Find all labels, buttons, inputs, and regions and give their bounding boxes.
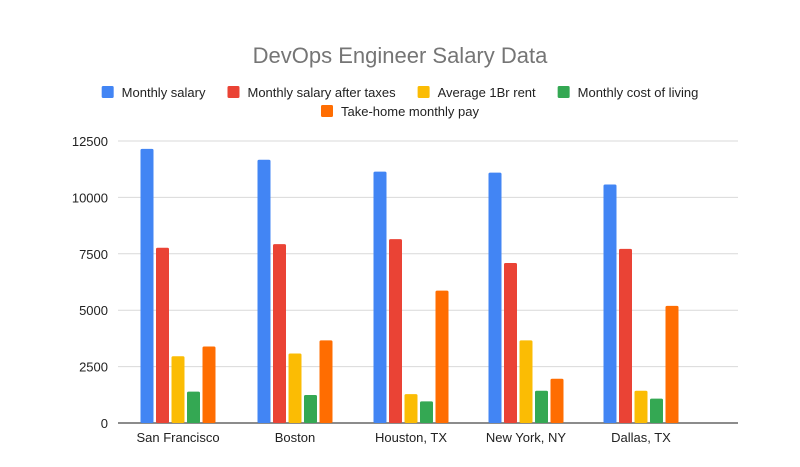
legend-item[interactable]: Take-home monthly pay [320, 104, 480, 119]
bar[interactable] [634, 390, 648, 423]
bar[interactable] [435, 290, 449, 423]
y-tick-label: 10000 [72, 190, 108, 205]
bar[interactable] [140, 148, 154, 423]
x-category-label: San Francisco [136, 430, 219, 445]
bar[interactable] [619, 248, 632, 423]
axis-labels: 0 2500 5000 7500 10000 12500 San Francisco Bost… [72, 134, 671, 445]
x-category-label: Houston, TX [375, 430, 447, 445]
legend-swatch [320, 105, 333, 117]
bar[interactable] [519, 340, 533, 423]
legend: Monthly salary Monthly salary after taxes… [101, 85, 699, 119]
legend-item[interactable]: Monthly salary after taxes [227, 85, 396, 100]
legend-label: Monthly salary after taxes [247, 85, 396, 100]
y-tick-label: 12500 [72, 134, 108, 149]
bar[interactable] [420, 401, 433, 423]
legend-swatch [417, 86, 430, 98]
bar[interactable] [488, 172, 502, 423]
bar[interactable] [319, 340, 333, 423]
x-category-label: New York, NY [486, 430, 567, 445]
gridlines [118, 140, 738, 424]
y-tick-label: 7500 [79, 247, 108, 262]
bar[interactable] [650, 398, 663, 423]
legend-swatch [557, 86, 570, 98]
legend-swatch [227, 86, 240, 98]
legend-item[interactable]: Monthly salary [101, 85, 206, 100]
bar[interactable] [257, 159, 271, 423]
x-category-label: Dallas, TX [611, 430, 671, 445]
x-category-label: Boston [275, 430, 315, 445]
bar[interactable] [171, 356, 185, 423]
bar[interactable] [304, 395, 317, 423]
legend-item[interactable]: Monthly cost of living [557, 85, 699, 100]
chart-title: DevOps Engineer Salary Data [253, 43, 548, 68]
bar[interactable] [504, 263, 517, 423]
bar[interactable] [156, 247, 169, 423]
bar[interactable] [550, 378, 564, 423]
bar[interactable] [187, 391, 200, 423]
y-tick-label: 5000 [79, 303, 108, 318]
y-tick-label: 2500 [79, 360, 108, 375]
legend-label: Take-home monthly pay [341, 104, 480, 119]
bar[interactable] [603, 184, 617, 423]
legend-label: Average 1Br rent [438, 85, 536, 100]
legend-label: Monthly cost of living [578, 85, 699, 100]
bar[interactable] [535, 390, 548, 423]
legend-swatch [101, 86, 114, 98]
bar[interactable] [288, 353, 302, 423]
bar[interactable] [665, 305, 679, 423]
bar[interactable] [202, 346, 216, 423]
bar[interactable] [404, 394, 418, 423]
bar[interactable] [273, 244, 286, 423]
y-tick-label: 0 [101, 416, 108, 431]
bar[interactable] [373, 171, 387, 423]
legend-label: Monthly salary [122, 85, 206, 100]
legend-item[interactable]: Average 1Br rent [417, 85, 536, 100]
bar[interactable] [389, 239, 402, 423]
bars [140, 148, 679, 423]
